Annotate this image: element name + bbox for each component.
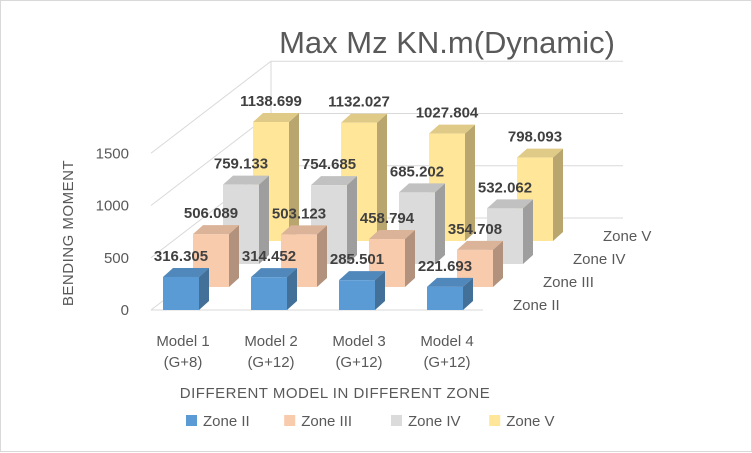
bar-zone-ii [163,267,209,310]
y-tick-label: 1500 [96,145,129,162]
bar-zone-ii [427,277,473,310]
bar-side [377,113,387,241]
bar-side [289,113,299,241]
legend-label: Zone III [301,413,352,430]
data-label: 1027.804 [416,105,479,122]
bar-zone-v [517,148,563,241]
data-label: 532.062 [478,179,532,196]
data-label: 798.093 [508,129,562,146]
bar-zone-ii [339,271,385,310]
bar-side [493,240,503,287]
legend-item: Zone IV [391,413,461,430]
bar-side [435,183,445,264]
bar-zone-iv [311,176,357,264]
bar-zone-iii [193,225,239,287]
bar-top [163,267,209,277]
depth-axis-label: Zone III [543,274,594,291]
data-label: 285.501 [330,251,384,268]
legend-swatch [186,415,197,426]
bar-top [399,183,445,193]
bar-side [553,148,563,241]
bar-front [427,286,463,310]
bar-side [463,277,473,310]
legend-item: Zone V [489,413,555,430]
legend-swatch [284,415,296,426]
bar-side [199,267,209,310]
legend-label: Zone II [203,413,250,430]
bar-top [339,271,385,281]
category-label: Model 1 (G+8) [156,333,209,371]
data-label: 458.794 [360,210,415,227]
bar-side [523,199,533,264]
legend-label: Zone IV [408,413,461,430]
data-label: 759.133 [214,156,268,173]
bar-side [347,176,357,264]
chart-title: Max Mz KN.m(Dynamic) [279,25,615,60]
depth-axis-label: Zone IV [573,251,626,268]
category-label: Model 3 (G+12) [332,333,385,371]
legend-item: Zone II [186,413,250,430]
bar-zone-iii [281,225,327,287]
bar-top [223,175,269,185]
bar-top [341,113,387,123]
bar-top [427,277,473,287]
y-tick-label: 0 [121,302,129,319]
x-axis-title: DIFFERENT MODEL IN DIFFERENT ZONE [180,385,490,402]
bar-side [375,271,385,310]
bar-top [487,199,533,209]
bar-side [287,268,297,310]
bar-side [405,230,415,287]
data-label: 754.685 [302,156,356,173]
bar-top [281,225,327,235]
bar-top [251,268,297,278]
data-label: 354.708 [448,221,502,238]
bar-side [229,225,239,287]
bar-top [193,225,239,235]
depth-axis-label: Zone V [603,228,651,245]
legend-item: Zone III [284,413,352,430]
data-label: 685.202 [390,163,444,180]
data-label: 221.693 [418,258,472,275]
y-tick-label: 500 [104,250,129,267]
bar-top [311,176,357,186]
data-label: 1132.027 [328,94,390,111]
bar-front [163,276,199,310]
bar-side [465,124,475,241]
data-label: 506.089 [184,205,238,222]
bar-zone-ii [251,268,297,310]
bar-side [259,175,269,264]
bar-zone-iii [369,230,415,287]
bar-top [369,230,415,240]
category-label: Model 2 (G+12) [244,333,297,371]
y-tick-label: 1000 [96,198,129,215]
bar-top [457,240,503,250]
category-label: Model 4 (G+12) [420,333,473,371]
data-label: 1138.699 [240,93,302,110]
legend-swatch [391,415,402,426]
data-label: 314.452 [242,248,296,265]
bar-front [339,280,375,310]
y-axis-title: BENDING MOMENT [60,160,77,306]
data-label: 503.123 [272,205,326,222]
bar-side [317,225,327,287]
data-label: 316.305 [154,248,208,265]
depth-axis-label: Zone II [513,297,560,314]
legend-label: Zone V [506,413,554,430]
legend-swatch [489,415,501,426]
bar-top [253,113,299,123]
bar-front [251,277,287,310]
bar-top [429,124,475,134]
bar-top [517,148,563,158]
